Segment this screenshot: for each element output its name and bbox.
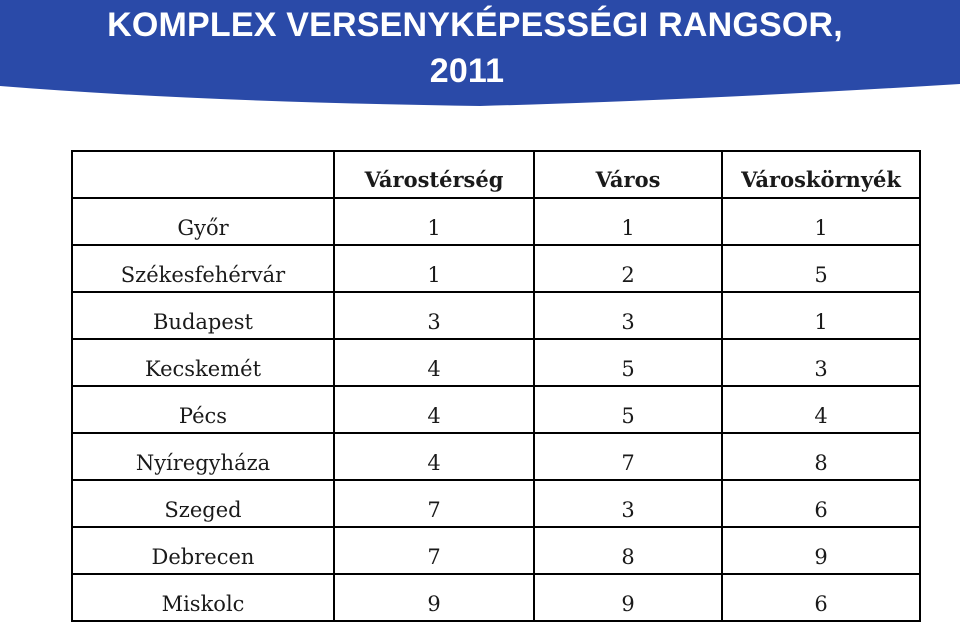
varos-cell: 3 (533, 479, 723, 528)
column-header-varosterseg: Várostérség (333, 150, 535, 199)
varosterseg-cell: 9 (333, 573, 535, 622)
varosterseg-cell: 4 (333, 338, 535, 387)
varosterseg-cell: 4 (333, 432, 535, 481)
varos-cell: 2 (533, 244, 723, 293)
varos-cell: 5 (533, 338, 723, 387)
table-header-row: Várostérség Város Városkörnyék (71, 150, 921, 199)
column-header-varoskornyek: Városkörnyék (721, 150, 921, 199)
varoskornyek-cell: 1 (721, 197, 921, 246)
table-row: Pécs 4 5 4 (71, 385, 921, 434)
column-header-city (71, 150, 335, 199)
varoskornyek-cell: 4 (721, 385, 921, 434)
page-title-line2: 2011 (429, 52, 505, 90)
table-row: Győr 1 1 1 (71, 197, 921, 246)
varoskornyek-cell: 6 (721, 573, 921, 622)
varos-cell: 1 (533, 197, 723, 246)
table-row: Kecskemét 4 5 3 (71, 338, 921, 387)
varos-cell: 7 (533, 432, 723, 481)
varosterseg-cell: 1 (333, 197, 535, 246)
varosterseg-cell: 3 (333, 291, 535, 340)
table-row: Miskolc 9 9 6 (71, 573, 921, 622)
varosterseg-cell: 7 (333, 479, 535, 528)
varos-cell: 8 (533, 526, 723, 575)
city-cell: Debrecen (71, 526, 335, 575)
varoskornyek-cell: 6 (721, 479, 921, 528)
varoskornyek-cell: 9 (721, 526, 921, 575)
varos-cell: 3 (533, 291, 723, 340)
varos-cell: 9 (533, 573, 723, 622)
table-row: Szeged 7 3 6 (71, 479, 921, 528)
varosterseg-cell: 7 (333, 526, 535, 575)
table-row: Nyíregyháza 4 7 8 (71, 432, 921, 481)
city-cell: Kecskemét (71, 338, 335, 387)
city-cell: Győr (71, 197, 335, 246)
varos-cell: 5 (533, 385, 723, 434)
city-cell: Budapest (71, 291, 335, 340)
title-banner (0, 0, 960, 112)
varoskornyek-cell: 8 (721, 432, 921, 481)
table-row: Budapest 3 3 1 (71, 291, 921, 340)
varosterseg-cell: 4 (333, 385, 535, 434)
ranking-table: Várostérség Város Városkörnyék Győr 1 1 … (71, 150, 921, 622)
page-title-line1: KOMPLEX VERSENYKÉPESSÉGI RANGSOR, (107, 6, 843, 44)
varoskornyek-cell: 1 (721, 291, 921, 340)
varoskornyek-cell: 3 (721, 338, 921, 387)
page-title: KOMPLEX VERSENYKÉPESSÉGI RANGSOR, 2011 (0, 2, 960, 94)
city-cell: Nyíregyháza (71, 432, 335, 481)
city-cell: Szeged (71, 479, 335, 528)
city-cell: Székesfehérvár (71, 244, 335, 293)
table-row: Székesfehérvár 1 2 5 (71, 244, 921, 293)
city-cell: Pécs (71, 385, 335, 434)
banner-shape (0, 0, 960, 106)
varoskornyek-cell: 5 (721, 244, 921, 293)
varosterseg-cell: 1 (333, 244, 535, 293)
city-cell: Miskolc (71, 573, 335, 622)
column-header-varos: Város (533, 150, 723, 199)
table-row: Debrecen 7 8 9 (71, 526, 921, 575)
